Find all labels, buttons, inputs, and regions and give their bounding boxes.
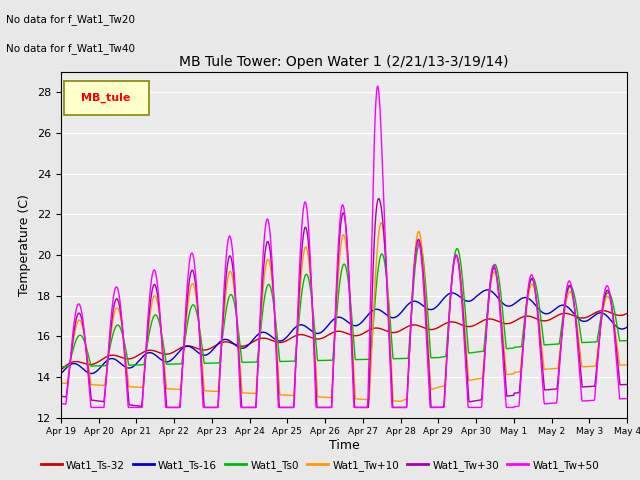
Wat1_Tw+30 [309,322,317,328]
Line: Wat1_Tw+10: Wat1_Tw+10 [61,223,627,401]
Line: Wat1_Tw+50: Wat1_Tw+50 [61,86,627,408]
Wat1_Tw+10 [319,394,327,400]
Wat1_Tw+10 [309,311,317,316]
Wat1_Ts-16 [623,324,631,330]
Wat1_Ts-16 [484,287,492,293]
Legend: Wat1_Ts-32, Wat1_Ts-16, Wat1_Ts0, Wat1_Tw+10, Wat1_Tw+30, Wat1_Tw+50: Wat1_Ts-32, Wat1_Ts-16, Wat1_Ts0, Wat1_T… [36,456,604,475]
Wat1_Tw+50 [57,400,65,406]
Wat1_Tw+30 [124,385,131,391]
Wat1_Ts-16 [309,329,317,335]
Wat1_Tw+50 [298,228,305,234]
Line: Wat1_Ts0: Wat1_Ts0 [61,244,627,367]
Wat1_Ts-32 [380,327,387,333]
X-axis label: Time: Time [328,439,360,452]
Wat1_Ts0 [416,241,424,247]
Wat1_Ts-32 [297,332,305,337]
Wat1_Ts0 [297,295,305,301]
Line: Wat1_Tw+30: Wat1_Tw+30 [61,199,627,408]
Wat1_Tw+10 [397,398,404,404]
Wat1_Ts0 [380,253,387,259]
Wat1_Tw+50 [380,201,388,206]
Wat1_Ts-16 [57,371,65,377]
Wat1_Tw+50 [87,405,95,410]
Wat1_Tw+10 [623,362,631,368]
Wat1_Tw+50 [374,84,381,89]
Wat1_Tw+50 [319,405,327,410]
Wat1_Ts-16 [297,322,305,328]
Wat1_Tw+10 [297,274,305,280]
Wat1_Ts-16 [124,365,131,371]
Wat1_Ts0 [57,364,65,370]
Text: MB_tule: MB_tule [81,93,131,103]
FancyBboxPatch shape [63,81,148,115]
Wat1_Tw+10 [378,220,385,226]
Wat1_Tw+30 [100,392,108,398]
Wat1_Ts0 [319,358,327,363]
Wat1_Tw+10 [124,374,131,380]
Wat1_Ts0 [309,306,317,312]
Wat1_Tw+10 [380,228,387,234]
Wat1_Tw+50 [309,328,317,334]
Wat1_Ts-16 [380,309,387,315]
Y-axis label: Temperature (C): Temperature (C) [19,194,31,296]
Wat1_Tw+10 [100,383,108,388]
Wat1_Tw+10 [57,380,65,386]
Wat1_Tw+30 [623,382,631,387]
Wat1_Tw+50 [124,403,132,408]
Wat1_Ts-16 [100,360,108,366]
Title: MB Tule Tower: Open Water 1 (2/21/13-3/19/14): MB Tule Tower: Open Water 1 (2/21/13-3/1… [179,56,509,70]
Wat1_Ts-32 [309,336,317,341]
Wat1_Ts0 [623,338,631,344]
Wat1_Ts-32 [599,308,607,313]
Wat1_Tw+30 [380,231,388,237]
Wat1_Ts-32 [623,311,631,316]
Wat1_Ts0 [100,363,108,369]
Wat1_Tw+50 [101,392,109,398]
Text: No data for f_Wat1_Tw20: No data for f_Wat1_Tw20 [6,14,136,25]
Line: Wat1_Ts-16: Wat1_Ts-16 [61,290,627,374]
Text: No data for f_Wat1_Tw40: No data for f_Wat1_Tw40 [6,43,136,54]
Wat1_Tw+30 [163,405,171,410]
Wat1_Tw+30 [57,394,65,399]
Line: Wat1_Ts-32: Wat1_Ts-32 [61,311,627,370]
Wat1_Ts-32 [124,356,131,362]
Wat1_Tw+50 [623,396,631,401]
Wat1_Tw+30 [319,405,327,410]
Wat1_Ts0 [124,357,131,362]
Wat1_Tw+30 [298,252,305,258]
Wat1_Ts-32 [319,335,327,341]
Wat1_Ts-32 [100,355,108,360]
Wat1_Tw+30 [375,196,383,202]
Wat1_Ts-16 [319,328,327,334]
Wat1_Ts-32 [57,367,65,373]
